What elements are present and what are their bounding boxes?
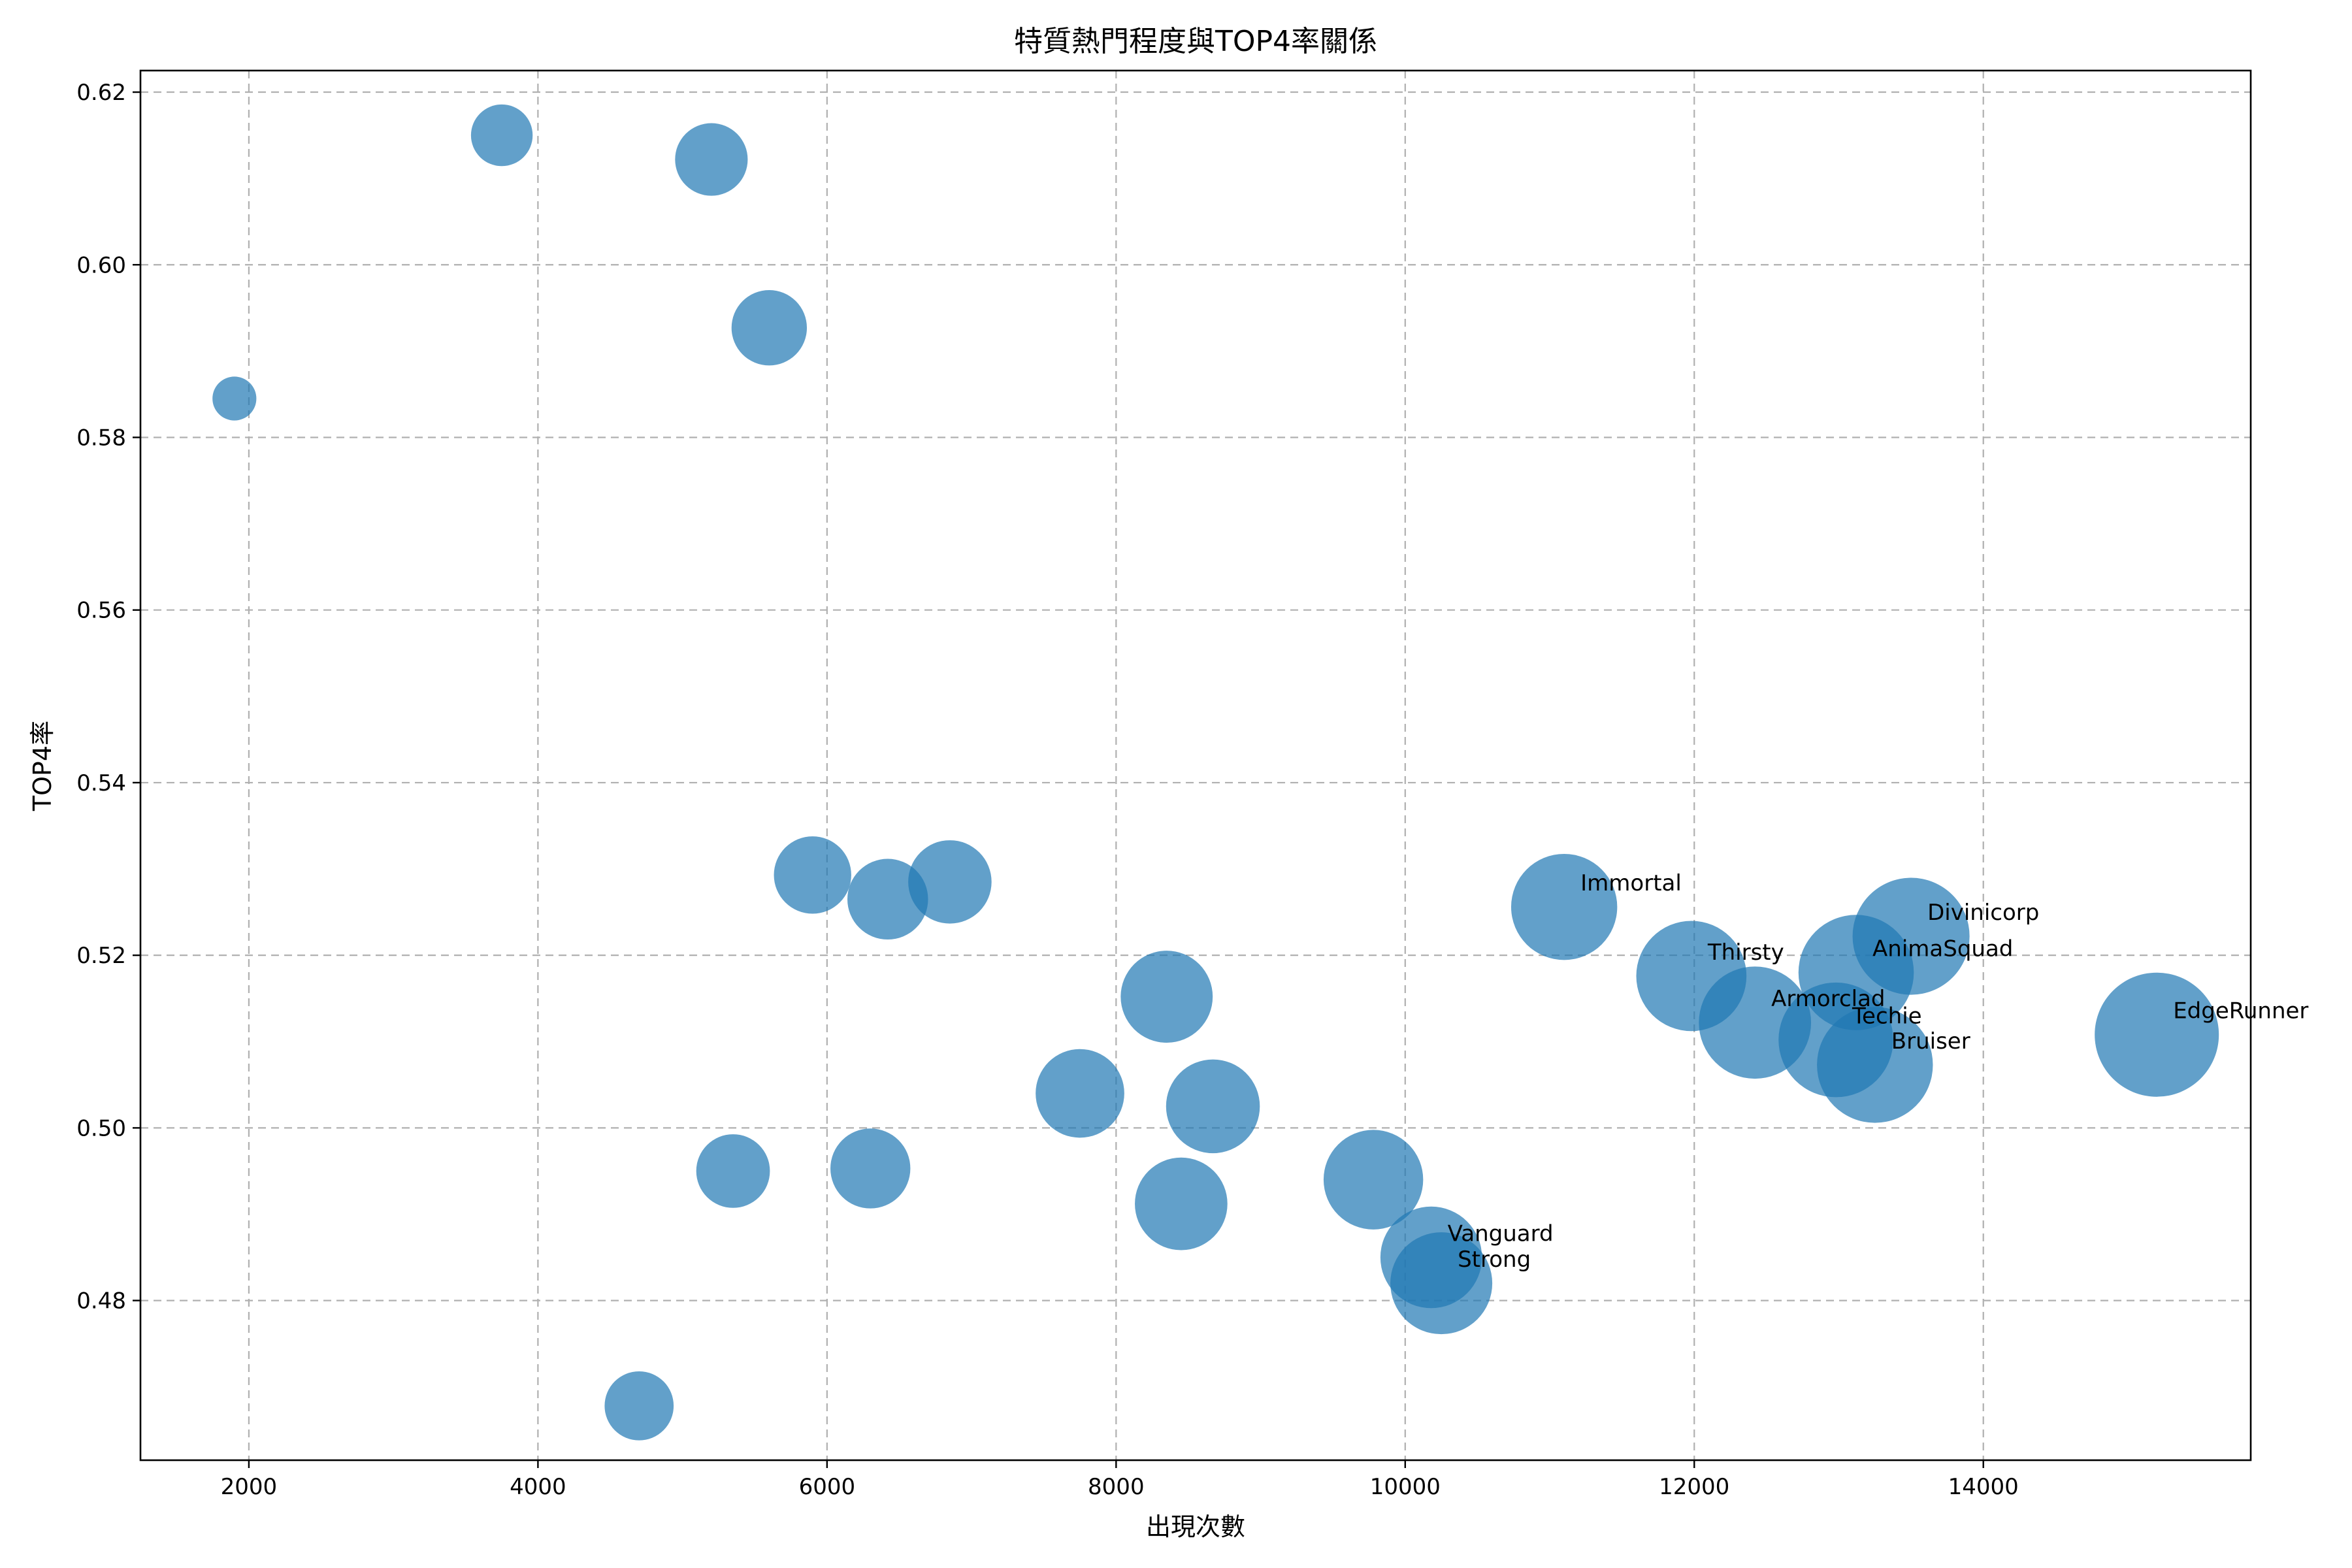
grid-layer bbox=[140, 71, 2251, 1460]
data-point bbox=[604, 1371, 674, 1441]
data-point bbox=[2095, 972, 2219, 1097]
data-point bbox=[1166, 1059, 1260, 1154]
point-label: Divinicorp bbox=[1927, 900, 2039, 926]
point-label: Strong bbox=[1458, 1247, 1531, 1273]
point-label: Armorclad bbox=[1771, 986, 1885, 1012]
data-point bbox=[1323, 1130, 1424, 1230]
data-point bbox=[470, 104, 533, 167]
data-point bbox=[1135, 1157, 1228, 1250]
chart-title: 特質熱門程度與TOP4率關係 bbox=[1014, 25, 1377, 58]
y-tick-label: 0.52 bbox=[76, 943, 126, 969]
y-tick-label: 0.54 bbox=[76, 770, 126, 796]
data-point bbox=[1511, 853, 1618, 960]
y-tick-label: 0.48 bbox=[76, 1288, 126, 1315]
y-tick-label: 0.62 bbox=[76, 80, 126, 106]
point-label: AnimaSquad bbox=[1872, 936, 2013, 962]
y-tick-label: 0.58 bbox=[76, 425, 126, 451]
data-point bbox=[696, 1134, 770, 1208]
point-label: Bruiser bbox=[1891, 1028, 1970, 1054]
point-label: Immortal bbox=[1580, 870, 1682, 896]
data-point bbox=[675, 123, 748, 196]
data-point bbox=[1852, 877, 1970, 995]
point-label: Techie bbox=[1852, 1004, 1922, 1030]
x-tick-label: 4000 bbox=[510, 1474, 566, 1500]
x-tick-label: 6000 bbox=[799, 1474, 856, 1500]
x-axis-label: 出現次數 bbox=[1146, 1512, 1245, 1541]
x-tick-label: 2000 bbox=[221, 1474, 278, 1500]
data-point bbox=[1817, 1007, 1933, 1123]
data-point bbox=[774, 836, 851, 914]
x-tick-label: 8000 bbox=[1088, 1474, 1145, 1500]
data-point bbox=[1390, 1232, 1493, 1335]
data-point bbox=[847, 858, 928, 940]
data-point bbox=[731, 290, 808, 366]
point-label: Vanguard bbox=[1448, 1221, 1554, 1247]
x-tick-label: 10000 bbox=[1370, 1474, 1441, 1500]
data-point bbox=[1120, 951, 1213, 1043]
data-point bbox=[1036, 1049, 1124, 1138]
y-tick-label: 0.56 bbox=[76, 598, 126, 624]
data-point bbox=[908, 840, 992, 924]
y-tick-label: 0.60 bbox=[76, 252, 126, 278]
plot-frame bbox=[139, 69, 2252, 1462]
y-axis-label: TOP4率 bbox=[28, 721, 57, 811]
y-tick-label: 0.50 bbox=[76, 1115, 126, 1141]
tick-layer: 2000 4000 6000 8000 10000 12000 14000 0.48 0.50 0… bbox=[76, 80, 2019, 1500]
point-label: Thirsty bbox=[1707, 939, 1784, 966]
bubble-layer bbox=[212, 104, 2219, 1441]
point-label: EdgeRunner bbox=[2173, 998, 2308, 1024]
x-tick-label: 12000 bbox=[1659, 1474, 1729, 1500]
data-point bbox=[830, 1128, 911, 1209]
data-point bbox=[212, 376, 257, 421]
x-tick-label: 14000 bbox=[1948, 1474, 2019, 1500]
